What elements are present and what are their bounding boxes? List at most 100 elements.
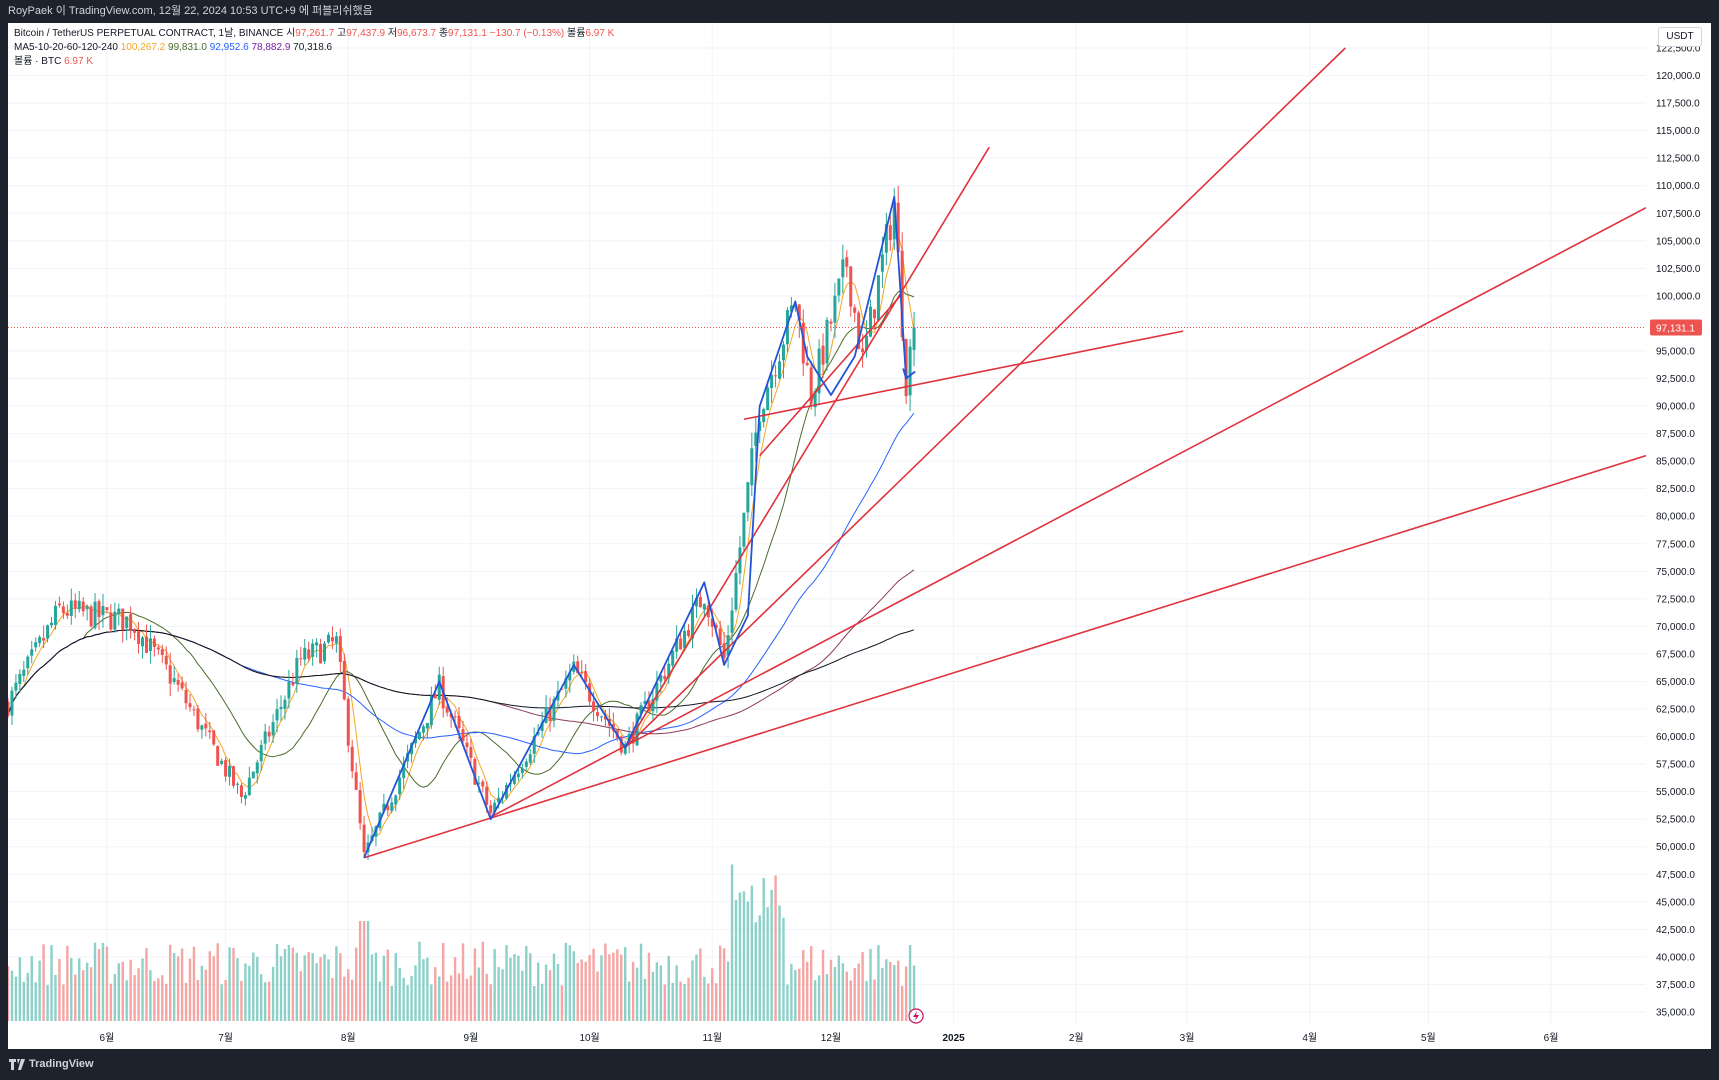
price-axis[interactable]: 35,000.0 37,500.0 40,000.0 42,500.0 45,000.0… [1650,44,1702,1019]
candle-body [770,374,774,389]
volume-value: 6.97 K [585,28,615,39]
volume-bar [220,984,223,1021]
volume-bar [442,942,445,1021]
candle [232,765,236,789]
candle-body [137,631,141,644]
volume-bar [584,961,587,1021]
candle-body [283,699,287,709]
volume-bar [651,971,655,1021]
candle-body [912,327,916,350]
volume-bar [465,978,469,1021]
volume-bar [802,950,805,1021]
lightning-icon[interactable] [908,1008,924,1024]
volume-bar [46,985,49,1021]
candle-body [429,695,433,726]
volume-bar [841,963,845,1021]
time-axis[interactable]: 6월 7월 8월 9월 10월 11월 12월 2025 2월 3월 4월 5월 6월 [100,1032,1559,1044]
candle-body [726,635,730,656]
currency-badge[interactable]: USDT [1658,27,1702,47]
candle-body [461,729,465,742]
candle [144,624,148,654]
volume-bar [707,983,710,1021]
ma-row: MA5-10-20-60-120-240 100,267.2 99,831.0 … [14,41,614,55]
candle [770,360,774,403]
price-tick-label: 95,000.0 [1656,346,1695,357]
candle [358,782,362,830]
volume-bar [137,968,140,1021]
candle [271,714,275,743]
candle-body [433,694,437,699]
volume-bar [596,971,599,1021]
trendline [624,47,1346,749]
volume-bar [691,960,694,1021]
candle-body [152,638,156,648]
volume-bar [256,956,259,1021]
volume-bar [734,900,738,1021]
volume-bar [224,980,227,1021]
volume-bar [726,961,730,1021]
candle-body [489,805,493,814]
candle [275,698,279,733]
volume-bar [908,945,912,1021]
volume-bar [718,945,722,1021]
volume-bar [327,959,330,1021]
volume-bar [548,970,552,1021]
volume-bar [406,985,409,1021]
chart-area[interactable] [8,23,1711,1049]
tradingview-logo[interactable]: TradingView [9,1058,94,1070]
volume-bar [184,982,188,1021]
candle [73,593,77,619]
volume-bar [38,960,41,1021]
volume-bar [663,984,666,1021]
volume-bar [600,955,603,1021]
tradingview-logo-icon [9,1058,25,1070]
volume-bar [604,943,607,1021]
candle-body [631,732,635,744]
candle [853,304,857,323]
volume-bar [299,971,302,1021]
volume-series-label[interactable]: 볼륨 · BTC [14,56,62,67]
volume-bar [85,962,89,1021]
candle [34,637,38,652]
candle [180,676,184,691]
candle [287,669,291,709]
open-value: 97,261.7 [295,28,335,39]
price-tick-label: 80,000.0 [1656,512,1695,523]
candle-body [263,731,267,744]
candle-body [53,605,57,625]
candle-body [342,660,346,700]
volume-bar [295,952,299,1021]
candle-body [303,647,307,660]
symbol-title[interactable]: Bitcoin / TetherUS PERPETUAL CONTRACT, 1… [14,28,284,39]
candle [473,756,477,785]
price-tick-label: 110,000.0 [1656,181,1700,192]
candle [762,407,766,428]
candle [734,560,738,613]
candle [687,624,691,638]
volume-bar [762,878,765,1021]
volume-bar [679,981,682,1021]
candle-body [18,673,22,684]
candle-body [129,614,133,630]
volume-bar [307,952,310,1021]
ma-label[interactable]: MA5-10-20-60-120-240 [14,42,118,53]
candle [117,603,121,626]
volume-bar [311,953,314,1021]
candle-body [884,224,888,253]
volume-bar [857,963,860,1021]
candle-body [330,637,334,642]
candle-body [350,746,354,772]
price-tick-label: 75,000.0 [1656,567,1695,578]
volume-bar [279,956,283,1021]
candle-body [592,701,596,712]
candle [334,631,338,653]
volume-bar [260,974,263,1021]
trendline-drawings[interactable] [363,47,1646,859]
candle-body [512,775,516,784]
volume-bar [675,965,678,1021]
volume-bar [861,952,864,1021]
candle-body [801,322,805,364]
candle-body [109,612,113,630]
volume-bar [505,945,508,1021]
